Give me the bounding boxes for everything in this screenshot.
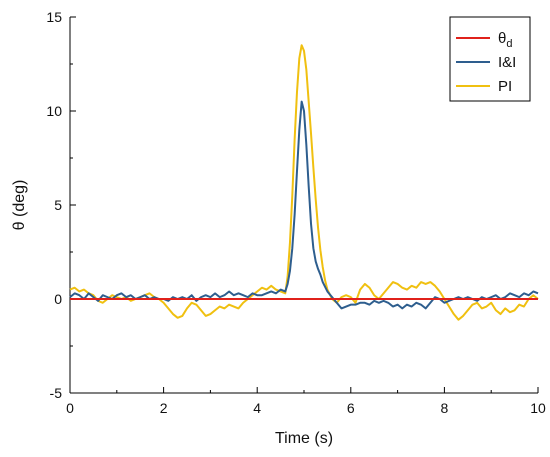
legend-box: [449, 16, 531, 102]
x-tick-label: 0: [66, 400, 74, 416]
y-axis-title: θ (deg): [11, 180, 28, 231]
series-layer: [69, 44, 539, 321]
y-tick-label: 0: [54, 291, 62, 307]
x-tick-label: 8: [441, 400, 449, 416]
x-tick-label: 4: [253, 400, 261, 416]
legend-label: I&I: [498, 54, 516, 71]
labels-layer: Time (s) θ (deg): [11, 180, 333, 447]
y-tick-label: 5: [54, 197, 62, 213]
legend: θdI&IPI: [449, 16, 531, 102]
y-tick-label: 10: [46, 103, 62, 119]
legend-label: PI: [498, 78, 512, 95]
y-tick-label: -5: [50, 385, 63, 401]
x-tick-label: 10: [530, 400, 546, 416]
x-tick-label: 6: [347, 400, 355, 416]
x-axis-title: Time (s): [275, 430, 333, 447]
x-tick-label: 2: [160, 400, 168, 416]
series-line-ii: [69, 100, 539, 310]
y-tick-label: 15: [46, 9, 62, 25]
